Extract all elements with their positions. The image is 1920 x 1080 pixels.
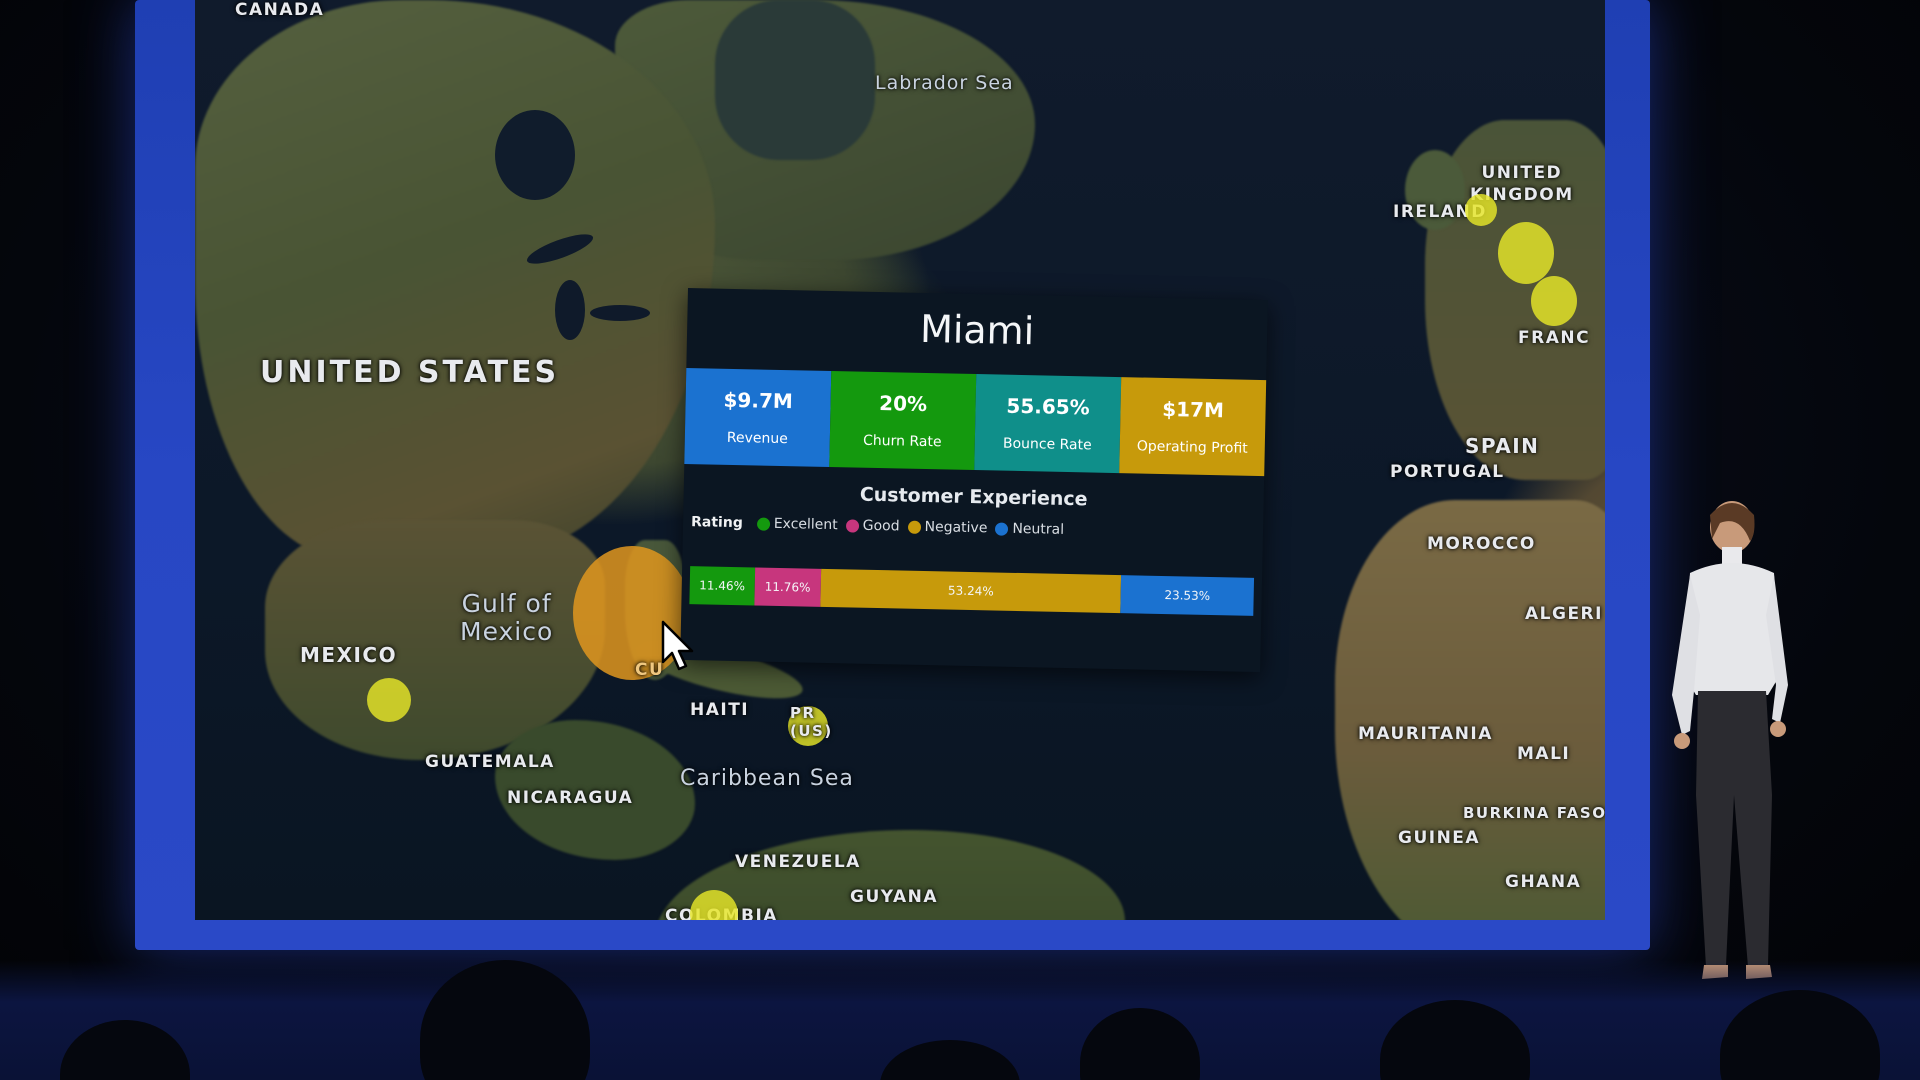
bubble-paris[interactable]: [1531, 276, 1577, 326]
label-gulf-of-mexico: Gulf of Mexico: [460, 589, 554, 646]
label-morocco: MOROCCO: [1427, 534, 1536, 554]
rating-stacked-bar: 11.46% 11.76% 53.24% 23.53%: [689, 566, 1255, 616]
label-algeria: ALGERI: [1525, 604, 1603, 624]
label-canada: CANADA: [235, 0, 325, 20]
label-united-states: UNITED STATES: [260, 355, 560, 390]
legend-item-excellent[interactable]: Excellent: [756, 515, 838, 534]
legend-label: Good: [862, 517, 900, 535]
label-nicaragua: NICARAGUA: [507, 788, 634, 808]
bubble-ireland[interactable]: [1465, 194, 1497, 226]
bubble-mexico-city[interactable]: [367, 678, 411, 722]
kpi-label: Churn Rate: [862, 432, 942, 451]
legend-label: Negative: [924, 519, 988, 537]
mouse-pointer-icon: [661, 620, 694, 671]
label-mali: MALI: [1517, 744, 1571, 764]
legend-label: Neutral: [1012, 520, 1065, 538]
label-ghana: GHANA: [1505, 872, 1582, 892]
label-guatemala: GUATEMALA: [425, 752, 555, 772]
kpi-revenue: $9.7M Revenue: [684, 367, 832, 467]
legend-dot-icon: [756, 516, 770, 531]
audience-head: [60, 1020, 190, 1080]
label-united-kingdom: UNITED KINGDOM: [1470, 163, 1574, 205]
legend-dot-icon: [845, 518, 859, 533]
kpi-value: 55.65%: [1006, 393, 1090, 420]
kpi-churn-rate: 20% Churn Rate: [829, 371, 977, 471]
hudson-bay: [495, 110, 575, 200]
legend-dot-icon: [907, 520, 921, 534]
label-guyana: GUYANA: [850, 887, 938, 907]
audience-head: [1080, 1008, 1200, 1080]
label-labrador-sea: Labrador Sea: [875, 72, 1014, 94]
land-africa: [1335, 500, 1605, 920]
bar-segment-good[interactable]: 11.76%: [754, 567, 822, 607]
bubble-puerto-rico[interactable]: [788, 706, 828, 746]
legend-item-negative[interactable]: Negative: [907, 519, 988, 537]
land-north-america: [195, 0, 715, 560]
land-labrador: [715, 0, 875, 160]
land-mexico: [265, 520, 605, 760]
legend-title: Rating: [690, 514, 743, 532]
label-guinea: GUINEA: [1398, 828, 1481, 848]
bar-segment-negative[interactable]: 53.24%: [820, 568, 1122, 614]
kpi-value: $9.7M: [723, 387, 794, 414]
kpi-label: Bounce Rate: [1002, 435, 1092, 454]
tooltip-title: Miami: [919, 306, 1035, 354]
great-lake: [590, 305, 650, 321]
label-pr: PR (US): [790, 704, 833, 740]
audience-head: [880, 1040, 1020, 1080]
audience-head: [1380, 1000, 1530, 1080]
label-mexico: MEXICO: [300, 643, 398, 667]
kpi-operating-profit: $17M Operating Profit: [1119, 377, 1267, 477]
audience-head: [1720, 990, 1880, 1080]
kpi-label: Operating Profit: [1136, 438, 1248, 457]
bubble-miami-selected[interactable]: [573, 546, 691, 680]
land-uk: [1405, 150, 1465, 230]
customer-experience-title: Customer Experience: [859, 483, 1088, 511]
label-caribbean-sea: Caribbean Sea: [680, 766, 854, 791]
rating-legend: Rating Excellent Good Negative Neutral: [691, 514, 1072, 538]
kpi-value: 20%: [878, 391, 928, 417]
label-mauritania: MAURITANIA: [1358, 724, 1493, 744]
location-tooltip: Miami $9.7M Revenue 20% Churn Rate 55.65…: [680, 288, 1268, 673]
great-lake: [555, 280, 585, 340]
kpi-bounce-rate: 55.65% Bounce Rate: [974, 374, 1122, 474]
bubble-london[interactable]: [1498, 222, 1554, 284]
label-haiti: HAITI: [690, 700, 750, 720]
presenter-figure: [1672, 501, 1788, 979]
label-cuba: CU: [635, 660, 665, 680]
legend-label: Excellent: [773, 515, 838, 534]
label-spain: SPAIN: [1465, 434, 1540, 458]
audience-head: [420, 960, 590, 1080]
bar-segment-excellent[interactable]: 11.46%: [689, 566, 755, 606]
bar-segment-neutral[interactable]: 23.53%: [1120, 575, 1255, 616]
kpi-value: $17M: [1161, 396, 1225, 423]
label-burkina-faso: BURKINA FASO: [1463, 804, 1605, 822]
label-france: FRANC: [1518, 328, 1591, 348]
audience-area: [0, 960, 1920, 1080]
legend-item-good[interactable]: Good: [845, 517, 900, 535]
label-portugal: PORTUGAL: [1390, 462, 1505, 482]
kpi-row: $9.7M Revenue 20% Churn Rate 55.65% Boun…: [684, 367, 1267, 477]
label-ireland: IRELAND: [1393, 202, 1487, 222]
legend-dot-icon: [995, 521, 1009, 536]
kpi-label: Revenue: [726, 429, 789, 448]
label-venezuela: VENEZUELA: [735, 852, 861, 872]
legend-item-neutral[interactable]: Neutral: [995, 520, 1065, 538]
